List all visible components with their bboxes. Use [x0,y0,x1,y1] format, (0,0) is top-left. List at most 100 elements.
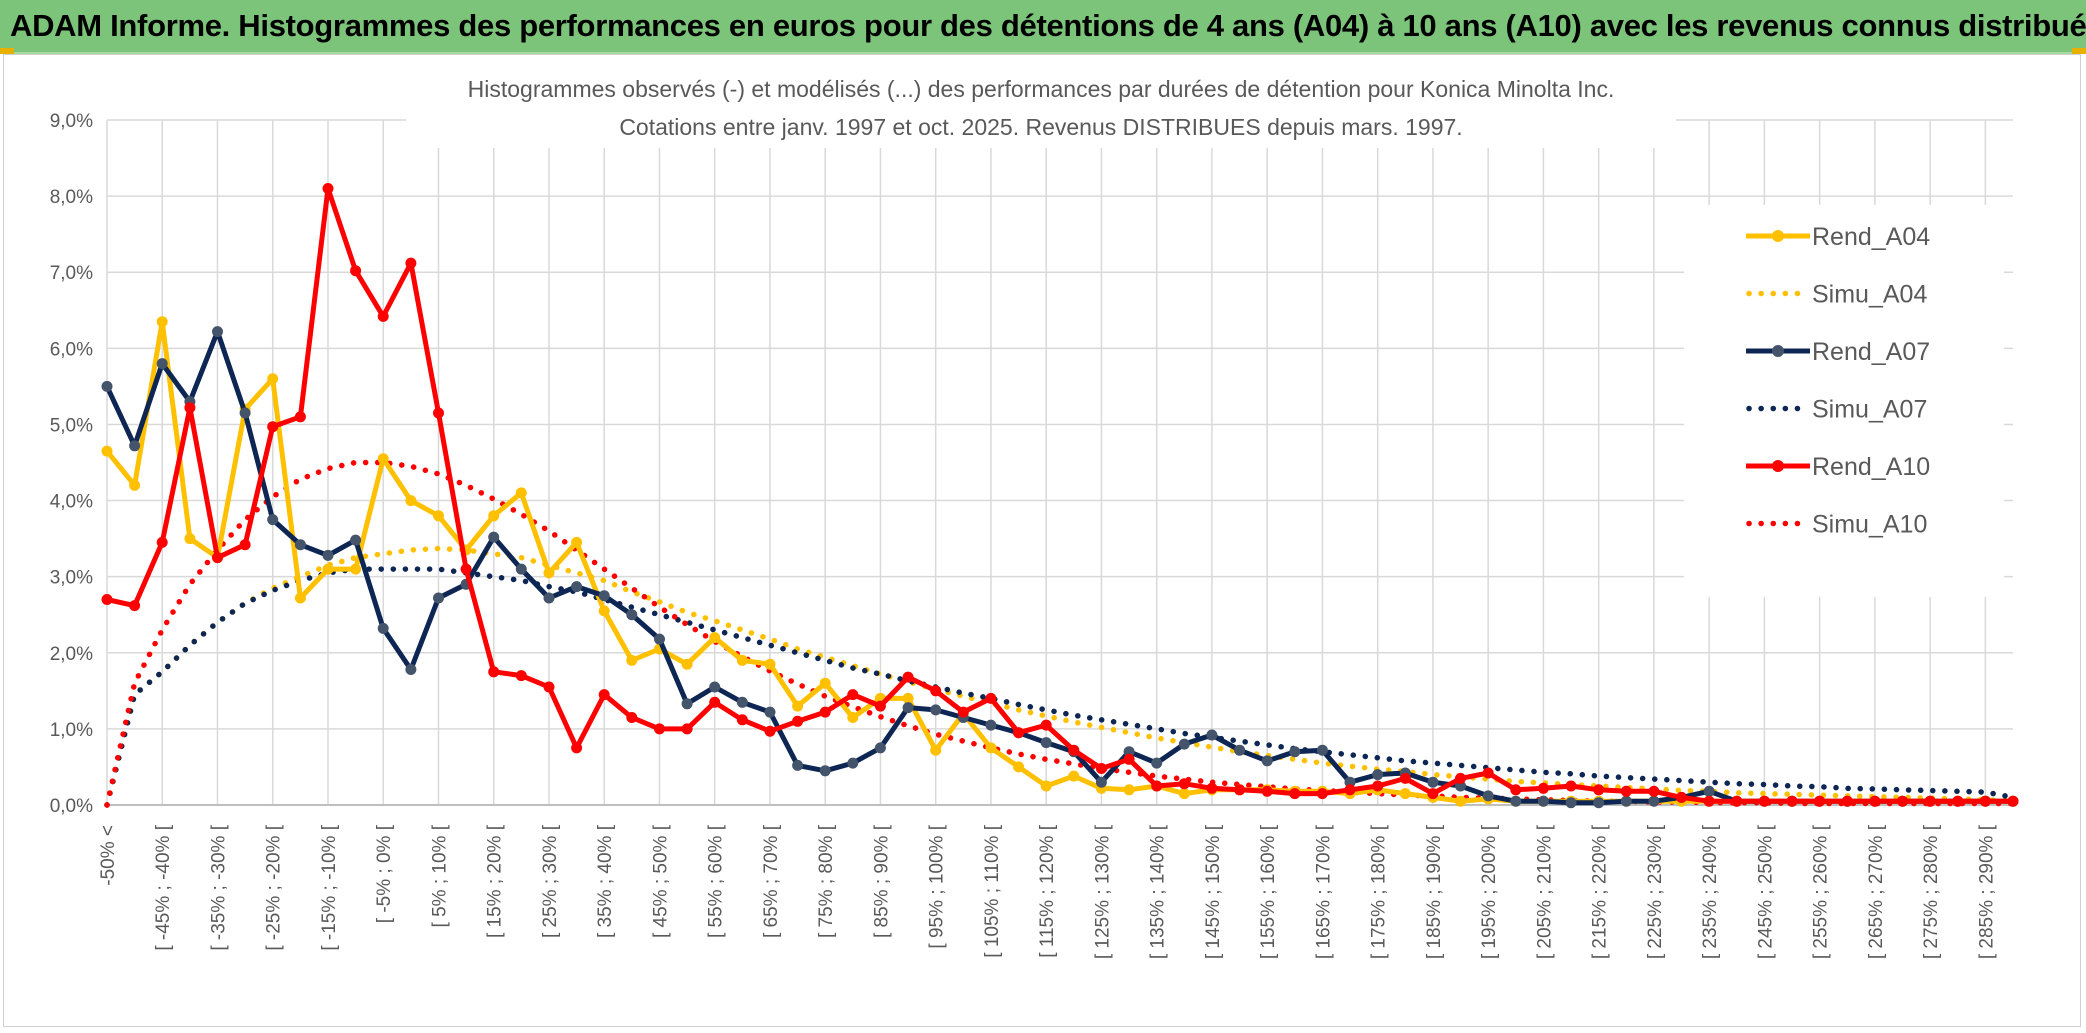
legend-item-Simu_A04: Simu_A04 [1746,281,1927,309]
data-point-Rend_A10 [1869,795,1881,807]
data-point-Rend_A04 [1123,784,1135,796]
y-axis-labels: 0,0% 1,0% 2,0% 3,0% 4,0% 5,0% 6,0% 7,0% 8,0% 9,0% [50,111,93,817]
data-point-Rend_A07 [294,539,306,551]
legend-item-Rend_A04: Rend_A04 [1746,223,1930,251]
x-tick-label: [ 225% ; 230% [ [1645,824,1666,959]
data-point-Rend_A07 [1593,797,1605,809]
data-point-Rend_A07 [1427,776,1439,788]
data-point-Rend_A10 [1924,795,1936,807]
legend-item-Simu_A07: Simu_A07 [1746,396,1927,424]
data-point-Rend_A10 [681,723,693,735]
data-point-Rend_A04 [488,510,500,522]
data-point-Rend_A07 [1620,795,1632,807]
report-title: ADAM Informe. Histogrammes des performan… [10,8,2086,43]
data-point-Rend_A10 [847,689,859,701]
data-point-Rend_A10 [239,539,251,551]
data-point-Rend_A10 [626,712,638,723]
data-point-Rend_A07 [930,704,942,716]
data-point-Rend_A04 [377,453,389,465]
x-tick-label: [ 175% ; 180% [ [1369,824,1390,959]
x-tick-label: [ 135% ; 140% [ [1148,824,1169,959]
y-tick-label: 6,0% [50,339,93,360]
data-point-Rend_A10 [212,552,223,564]
data-point-Rend_A10 [405,257,417,269]
x-tick-label: [ 75% ; 80% [ [816,824,837,938]
data-point-Rend_A07 [1537,795,1549,807]
data-point-Rend_A07 [819,765,831,777]
data-point-Rend_A10 [1620,785,1632,797]
x-tick-label: [ 245% ; 250% [ [1755,824,1776,959]
legend-label: Rend_A10 [1812,453,1930,481]
data-point-Rend_A10 [377,310,389,322]
data-point-Rend_A04 [764,658,776,670]
data-point-Rend_A07 [212,326,223,338]
data-point-Rend_A10 [819,706,831,718]
data-point-Rend_A10 [129,600,141,612]
x-tick-label: [ 15% ; 20% [ [485,824,506,938]
x-tick-label: [ 85% ; 90% [ [871,824,892,938]
series-line-Rend_A07 [104,329,2013,806]
x-tick-label: [ -45% ; -40% [ [153,824,174,950]
legend-item-Rend_A10: Rend_A10 [1746,453,1930,481]
series-lines [101,183,2019,809]
data-point-Rend_A10 [1068,744,1080,756]
x-tick-label: [ 125% ; 130% [ [1092,824,1113,959]
data-point-Rend_A07 [488,531,500,543]
data-point-Rend_A10 [571,742,583,754]
data-point-Rend_A07 [1040,737,1052,749]
x-tick-label: [ 35% ; 40% [ [595,824,616,938]
data-point-Rend_A10 [1703,795,1715,807]
data-point-Rend_A07 [571,581,583,593]
data-point-Rend_A04 [184,533,196,545]
data-point-Rend_A07 [1289,746,1301,758]
data-point-Rend_A10 [957,706,969,718]
data-point-Rend_A04 [709,632,721,644]
data-point-Rend_A04 [322,563,334,575]
data-point-Rend_A04 [294,592,306,604]
data-point-Rend_A04 [543,567,555,579]
x-tick-label: [ 25% ; 30% [ [540,824,561,938]
data-point-Rend_A04 [792,700,804,712]
y-tick-label: 9,0% [50,111,93,132]
x-tick-label: [ 155% ; 160% [ [1258,824,1279,959]
x-tick-label: [ 235% ; 240% [ [1700,824,1721,959]
data-point-Rend_A04 [1068,770,1080,782]
data-point-Rend_A10 [1786,795,1798,807]
data-point-Rend_A07 [1151,757,1163,769]
data-point-Rend_A04 [1455,795,1466,807]
data-point-Rend_A10 [1593,784,1605,796]
y-tick-label: 3,0% [50,568,93,589]
data-point-Rend_A04 [156,316,168,328]
data-point-Rend_A04 [571,536,583,548]
x-tick-label: [ 195% ; 200% [ [1479,824,1500,959]
data-point-Rend_A10 [156,536,168,548]
x-tick-label: [ -35% ; -30% [ [208,824,229,950]
data-point-Rend_A07 [1095,776,1107,788]
data-point-Rend_A10 [1565,780,1577,792]
data-point-Rend_A07 [764,706,776,718]
legend: Rend_A04 Simu_A04 Rend_A07 Simu_A07 Rend_A10… [1746,223,1930,539]
data-point-Rend_A07 [1372,769,1384,781]
chart-title: Histogrammes observés (-) et modélisés (… [468,76,1615,102]
data-point-Rend_A07 [847,757,859,769]
x-tick-label: [ -15% ; -10% [ [319,824,340,950]
y-tick-label: 8,0% [50,187,93,208]
data-point-Rend_A10 [350,265,362,277]
x-tick-label: [ 215% ; 220% [ [1590,824,1611,959]
x-tick-label: [ 65% ; 70% [ [761,824,782,938]
data-point-Rend_A10 [1261,785,1273,797]
x-tick-label: [ 275% ; 280% [ [1921,824,1942,959]
data-point-Rend_A07 [985,719,997,731]
data-point-Rend_A10 [101,594,113,605]
data-point-Rend_A07 [1261,755,1273,767]
data-point-Rend_A10 [1455,772,1466,784]
data-point-Rend_A10 [985,692,997,704]
data-point-Rend_A10 [294,411,306,423]
data-point-Rend_A07 [350,534,362,546]
legend-marker [1772,345,1784,357]
title-background [406,58,1676,148]
legend-item-Rend_A07: Rend_A07 [1746,338,1930,366]
x-tick-label: [ 265% ; 270% [ [1866,824,1887,959]
legend-marker [1772,460,1784,472]
data-point-Rend_A07 [515,563,527,575]
